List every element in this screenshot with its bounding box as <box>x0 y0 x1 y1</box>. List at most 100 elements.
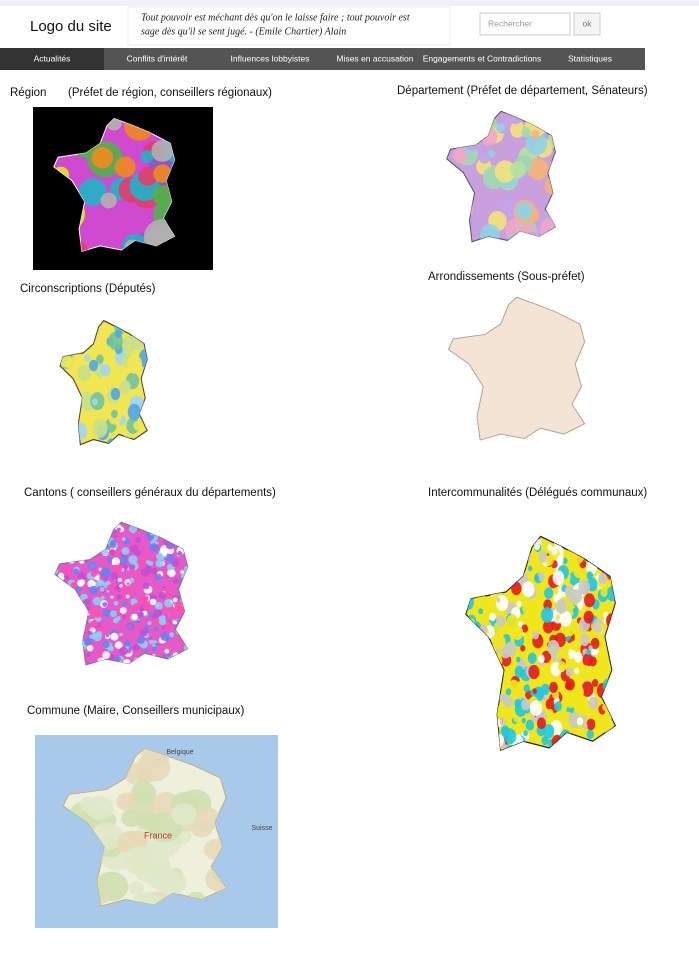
map-cell <box>125 594 130 599</box>
map-cell <box>148 636 153 641</box>
map-cell <box>500 717 507 726</box>
map-cell <box>102 651 111 659</box>
map-cell <box>178 578 183 583</box>
map-cell <box>156 552 164 561</box>
map-cell <box>99 587 105 592</box>
map-cell <box>153 164 172 183</box>
search-button-label: ok <box>583 18 593 28</box>
map-cell <box>541 736 549 746</box>
map-cell <box>542 619 554 634</box>
map-cell <box>87 579 96 588</box>
map-cell <box>145 560 151 565</box>
map-cell <box>525 132 548 156</box>
map-cell <box>523 611 531 621</box>
map-cell <box>173 578 179 584</box>
map-cell <box>160 632 170 641</box>
map-cell <box>583 610 594 624</box>
map-cell <box>567 698 575 709</box>
map-cell <box>127 609 131 613</box>
map-cell <box>117 577 122 582</box>
map-cell <box>523 684 530 693</box>
map-cell <box>60 576 65 580</box>
map-cell <box>119 584 123 588</box>
map-cell <box>516 600 522 608</box>
map-cell <box>119 607 127 614</box>
map-cell <box>128 881 144 895</box>
map-cell <box>573 651 583 663</box>
map-cell <box>510 121 526 138</box>
nav-item[interactable]: Mises en accusation <box>336 53 413 63</box>
map-cell <box>547 544 553 551</box>
map-cell <box>152 617 160 626</box>
map-cell <box>132 644 141 651</box>
quote-box <box>127 6 451 46</box>
map-cell <box>107 645 115 652</box>
map-cell <box>540 607 554 623</box>
map-cell <box>97 626 104 633</box>
map-cell <box>576 717 584 726</box>
search-input[interactable] <box>479 12 571 36</box>
map-cell <box>538 654 545 663</box>
section-label: Circonscriptions (Députés) <box>20 283 156 295</box>
map-cell <box>527 652 537 664</box>
nav-active <box>0 48 104 70</box>
map-cell <box>478 608 484 615</box>
map-cell <box>138 167 158 186</box>
map-cell <box>127 624 132 629</box>
map-cell <box>122 614 127 619</box>
map-cell <box>111 557 121 566</box>
map-cell <box>555 614 561 620</box>
map-cell <box>114 656 121 663</box>
map-cell <box>136 636 145 644</box>
map-cell <box>138 348 148 368</box>
nav-item[interactable]: Conflits d'intérêt <box>127 53 188 63</box>
map-cell <box>521 698 531 711</box>
map-cell <box>532 688 537 694</box>
map-cell <box>151 646 158 652</box>
map-cell <box>133 421 141 431</box>
map-cell <box>139 628 148 637</box>
logo[interactable]: Logo du site <box>30 18 112 35</box>
map-cell <box>154 601 163 610</box>
map-cell <box>112 617 119 624</box>
map-cell <box>114 156 136 178</box>
map-cells <box>446 111 556 242</box>
map-cell <box>109 610 117 618</box>
map-image <box>425 285 628 460</box>
map-cell <box>88 561 97 570</box>
nav-item[interactable]: Influences lobbyistes <box>231 53 310 63</box>
map-cell <box>590 637 600 650</box>
map-cell <box>102 609 111 618</box>
map-cell <box>584 593 595 608</box>
map-cell <box>163 621 173 630</box>
map-cell <box>537 572 545 582</box>
search-button[interactable] <box>573 12 601 36</box>
nav-item[interactable]: Actualités <box>34 53 71 63</box>
map-cell <box>100 192 117 209</box>
map-cell <box>582 722 588 730</box>
map-cell <box>545 698 555 710</box>
map-cell <box>106 546 111 550</box>
map-cell <box>536 717 547 730</box>
map-cell <box>91 146 114 169</box>
nav-item[interactable]: Engagements et Contradictions <box>423 53 542 63</box>
map-cell <box>527 608 539 623</box>
map-cell <box>552 570 565 586</box>
map-cell <box>88 608 96 615</box>
map-cell <box>119 379 131 395</box>
map-cell <box>100 363 111 377</box>
map-cell <box>122 336 136 354</box>
map-cell <box>110 595 114 599</box>
nav-item[interactable]: Statistiques <box>568 53 612 63</box>
map-cell <box>121 809 142 828</box>
map-cell <box>78 579 86 586</box>
map-cell <box>177 551 183 556</box>
map-cell <box>96 354 104 365</box>
map-cell <box>102 641 110 649</box>
map-cell <box>84 354 90 362</box>
map-cell <box>130 893 168 906</box>
map-cell <box>144 550 148 554</box>
map-cell <box>171 803 197 826</box>
map-cell <box>547 639 560 656</box>
map-cell <box>150 567 158 575</box>
